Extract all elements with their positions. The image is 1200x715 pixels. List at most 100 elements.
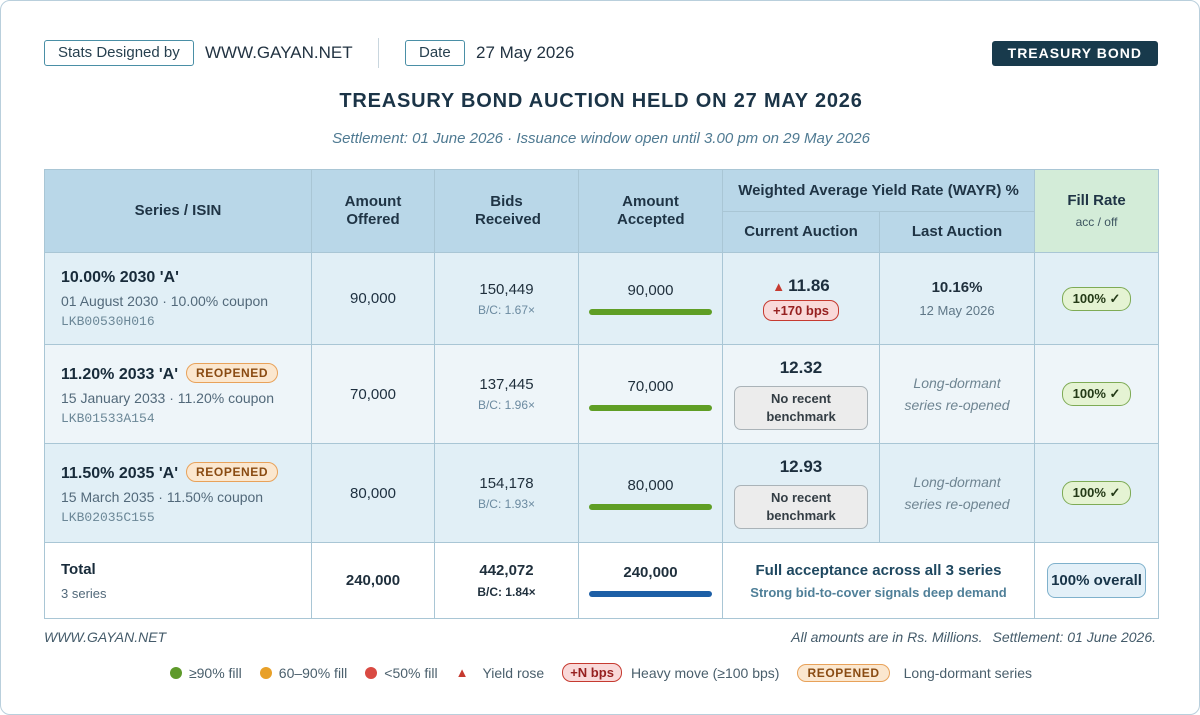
last-yield: 10.16% — [931, 279, 983, 296]
series-cell: 11.50% 2035 'A' REOPENED 15 March 2035 · … — [44, 443, 312, 543]
current-yield: 12.32 — [779, 358, 823, 377]
page-title: TREASURY BOND AUCTION HELD ON 27 MAY 202… — [339, 90, 863, 112]
overall-fill-badge: 100% overall — [1047, 563, 1147, 598]
table-row: 11.20% 2033 'A' REOPENED 15 January 2033 … — [44, 344, 1160, 444]
reopened-badge: REOPENED — [186, 461, 279, 482]
total-message-sub: Strong bid-to-cover signals deep demand — [750, 584, 1007, 600]
acceptance-bar — [589, 309, 712, 315]
amount-offered: 90,000 — [311, 252, 435, 345]
bids-cell: 137,445 B/C: 1.96× — [434, 344, 579, 444]
series-isin: LKB02035C155 — [61, 509, 155, 525]
auction-table: Series / ISIN Amount Offered Bids Receiv… — [44, 169, 1160, 619]
header-divider — [378, 38, 379, 68]
dormant-note: Long-dormant series re-opened — [904, 375, 1010, 413]
amounts-note: All amounts are in Rs. Millions. — [791, 629, 983, 645]
total-summary-cell: Full acceptance across all 3 series Stro… — [721, 542, 1036, 619]
bid-cover-ratio: B/C: 1.67× — [477, 302, 536, 317]
triangle-up-icon: ▲ — [455, 665, 469, 680]
current-yield: 12.93 — [779, 457, 823, 476]
green-dot-icon — [169, 666, 182, 679]
series-detail: 15 March 2035 · 11.50% coupon — [61, 488, 264, 505]
total-bids: 442,072 — [479, 562, 534, 579]
amount-offered: 80,000 — [311, 443, 435, 543]
bids-received: 137,445 — [479, 376, 534, 393]
accepted-cell: 80,000 — [578, 443, 723, 543]
bids-received: 154,178 — [479, 475, 534, 492]
fill-rate-heading: Fill Rate — [1067, 191, 1126, 209]
accepted-cell: 70,000 — [578, 344, 723, 444]
legend: ≥90% fill 60–90% fill <50% fill ▲ Yield … — [1, 663, 1200, 682]
settlement-note: Settlement: 01 June 2026. — [992, 629, 1156, 645]
footer-notes: All amounts are in Rs. Millions. Settleme… — [791, 629, 1156, 645]
last-yield-cell: 10.16% 12 May 2026 — [878, 252, 1036, 345]
designer-site: WWW.GAYAN.NET — [205, 43, 353, 62]
no-benchmark-badge: No recent benchmark — [734, 386, 868, 430]
acceptance-bar — [589, 404, 712, 411]
legend-heavy-move-label: Heavy move (≥100 bps) — [630, 664, 780, 681]
current-yield-cell: 12.93 No recent benchmark — [722, 443, 880, 543]
no-benchmark-badge: No recent benchmark — [734, 485, 868, 529]
legend-mid-fill-label: 60–90% fill — [278, 664, 348, 681]
col-series: Series / ISIN — [44, 169, 312, 253]
series-isin: LKB00530H016 — [61, 313, 155, 329]
legend-high-fill: ≥90% fill — [169, 664, 242, 681]
date-label: Date — [405, 40, 465, 66]
bid-cover-ratio: B/C: 1.93× — [477, 497, 536, 511]
total-row: Total 3 series 240,000 442,072 B/C: 1.84… — [44, 542, 1160, 619]
legend-high-fill-label: ≥90% fill — [188, 664, 242, 681]
series-name: 10.00% 2030 'A' — [61, 268, 179, 286]
last-yield-cell: Long-dormant series re-opened — [878, 443, 1036, 543]
reopened-badge: REOPENED — [186, 362, 279, 383]
red-dot-icon — [365, 666, 378, 679]
total-acceptance-bar — [589, 591, 712, 597]
header-bar: Stats Designed by WWW.GAYAN.NET Date 27 … — [44, 38, 1158, 68]
table-row: 10.00% 2030 'A' 01 August 2030 · 10.00% … — [44, 252, 1160, 345]
col-fill-rate: Fill Rate acc / off — [1034, 169, 1160, 253]
table-row: 11.50% 2035 'A' REOPENED 15 March 2035 · … — [44, 443, 1160, 543]
total-fill-cell: 100% overall — [1034, 542, 1160, 619]
legend-yield-rose-label: Yield rose — [482, 664, 545, 681]
col-offered: Amount Offered — [311, 169, 435, 253]
bid-cover-ratio: B/C: 1.96× — [477, 398, 536, 412]
bids-received: 150,449 — [479, 280, 534, 298]
legend-dormant-label: Long-dormant series — [903, 664, 1033, 681]
amount-accepted: 90,000 — [627, 282, 674, 299]
fill-rate-badge: 100% ✓ — [1061, 382, 1132, 406]
series-cell: 10.00% 2030 'A' 01 August 2030 · 10.00% … — [44, 252, 312, 345]
legend-heavy-move: +N bps Heavy move (≥100 bps) — [562, 663, 779, 682]
treasury-bond-badge: TREASURY BOND — [991, 41, 1158, 66]
page-subtitle: Settlement: 01 June 2026 · Issuance wind… — [332, 130, 870, 147]
total-offered: 240,000 — [311, 542, 435, 619]
total-message: Full acceptance across all 3 series — [755, 561, 1002, 579]
stats-designed-by-label: Stats Designed by — [44, 40, 194, 66]
date-value: 27 May 2026 — [476, 43, 575, 62]
series-name: 11.20% 2033 'A' — [61, 365, 179, 383]
acceptance-bar — [589, 503, 712, 510]
series-detail: 15 January 2033 · 11.20% coupon — [61, 389, 275, 406]
footer-site: WWW.GAYAN.NET — [44, 629, 167, 645]
total-label: Total — [61, 560, 96, 578]
fill-rate-cell: 100% ✓ — [1034, 443, 1160, 543]
legend-bps-badge: +N bps — [562, 663, 622, 682]
col-bids: Bids Received — [434, 169, 579, 253]
fill-rate-badge: 100% ✓ — [1061, 481, 1132, 505]
accepted-cell: 90,000 — [578, 252, 723, 345]
last-auction-date: 12 May 2026 — [919, 303, 995, 318]
current-yield: 11.86 — [788, 276, 830, 295]
amount-accepted: 70,000 — [627, 377, 674, 395]
series-detail: 01 August 2030 · 10.00% coupon — [61, 292, 269, 309]
yield-up-icon: ▲ — [772, 279, 786, 294]
col-last-auction: Last Auction — [878, 211, 1036, 253]
total-series-count: 3 series — [61, 585, 107, 601]
fill-rate-subheading: acc / off — [1075, 214, 1118, 229]
legend-reopened: REOPENED Long-dormant series — [797, 663, 1033, 682]
dormant-note: Long-dormant series re-opened — [904, 474, 1010, 512]
legend-yield-rose: ▲ Yield rose — [456, 665, 545, 681]
fill-rate-badge: 100% ✓ — [1061, 286, 1132, 311]
current-yield-cell: 12.32 No recent benchmark — [722, 344, 880, 444]
current-yield-cell: ▲ 11.86 +170 bps — [722, 252, 880, 345]
total-bid-cover: B/C: 1.84× — [477, 585, 536, 599]
total-accepted: 240,000 — [623, 564, 678, 581]
amount-offered: 70,000 — [311, 344, 435, 444]
